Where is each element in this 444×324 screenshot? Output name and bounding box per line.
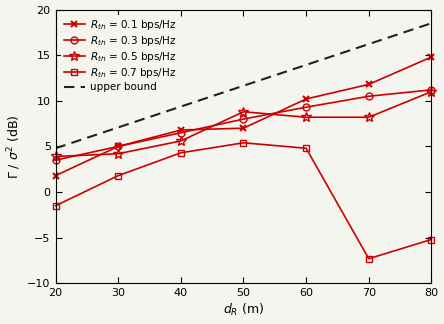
$R_{th}$ = 0.7 bps/Hz: [178, 151, 183, 155]
$R_{th}$ = 0.1 bps/Hz: [366, 82, 372, 86]
$R_{th}$ = 0.3 bps/Hz: [366, 94, 372, 98]
$R_{th}$ = 0.7 bps/Hz: [303, 146, 309, 150]
$R_{th}$ = 0.7 bps/Hz: [241, 141, 246, 145]
$R_{th}$ = 0.7 bps/Hz: [53, 204, 58, 208]
$R_{th}$ = 0.5 bps/Hz: [178, 139, 183, 143]
$R_{th}$ = 0.1 bps/Hz: [241, 126, 246, 130]
$R_{th}$ = 0.3 bps/Hz: [429, 88, 434, 92]
$R_{th}$ = 0.5 bps/Hz: [241, 110, 246, 114]
$R_{th}$ = 0.3 bps/Hz: [303, 105, 309, 109]
$R_{th}$ = 0.1 bps/Hz: [178, 128, 183, 132]
X-axis label: $d_R$ (m): $d_R$ (m): [223, 302, 264, 318]
Line: $R_{th}$ = 0.3 bps/Hz: $R_{th}$ = 0.3 bps/Hz: [52, 87, 435, 164]
$R_{th}$ = 0.3 bps/Hz: [178, 131, 183, 135]
$R_{th}$ = 0.5 bps/Hz: [429, 90, 434, 94]
Line: $R_{th}$ = 0.5 bps/Hz: $R_{th}$ = 0.5 bps/Hz: [51, 87, 436, 161]
$R_{th}$ = 0.3 bps/Hz: [241, 117, 246, 121]
$R_{th}$ = 0.1 bps/Hz: [53, 174, 58, 178]
Y-axis label: $\Gamma$ / $\sigma^2$ (dB): $\Gamma$ / $\sigma^2$ (dB): [6, 114, 23, 179]
$R_{th}$ = 0.5 bps/Hz: [115, 152, 121, 156]
$R_{th}$ = 0.1 bps/Hz: [429, 55, 434, 59]
$R_{th}$ = 0.5 bps/Hz: [303, 115, 309, 119]
$R_{th}$ = 0.5 bps/Hz: [366, 115, 372, 119]
$R_{th}$ = 0.1 bps/Hz: [303, 97, 309, 101]
$R_{th}$ = 0.5 bps/Hz: [53, 155, 58, 158]
$R_{th}$ = 0.3 bps/Hz: [53, 158, 58, 162]
Line: $R_{th}$ = 0.7 bps/Hz: $R_{th}$ = 0.7 bps/Hz: [53, 140, 434, 261]
$R_{th}$ = 0.7 bps/Hz: [115, 174, 121, 178]
Line: $R_{th}$ = 0.1 bps/Hz: $R_{th}$ = 0.1 bps/Hz: [52, 53, 435, 179]
$R_{th}$ = 0.3 bps/Hz: [115, 145, 121, 148]
Legend: $R_{th}$ = 0.1 bps/Hz, $R_{th}$ = 0.3 bps/Hz, $R_{th}$ = 0.5 bps/Hz, $R_{th}$ = : $R_{th}$ = 0.1 bps/Hz, $R_{th}$ = 0.3 bp…: [61, 15, 180, 95]
$R_{th}$ = 0.1 bps/Hz: [115, 145, 121, 148]
$R_{th}$ = 0.7 bps/Hz: [429, 237, 434, 241]
$R_{th}$ = 0.7 bps/Hz: [366, 257, 372, 260]
